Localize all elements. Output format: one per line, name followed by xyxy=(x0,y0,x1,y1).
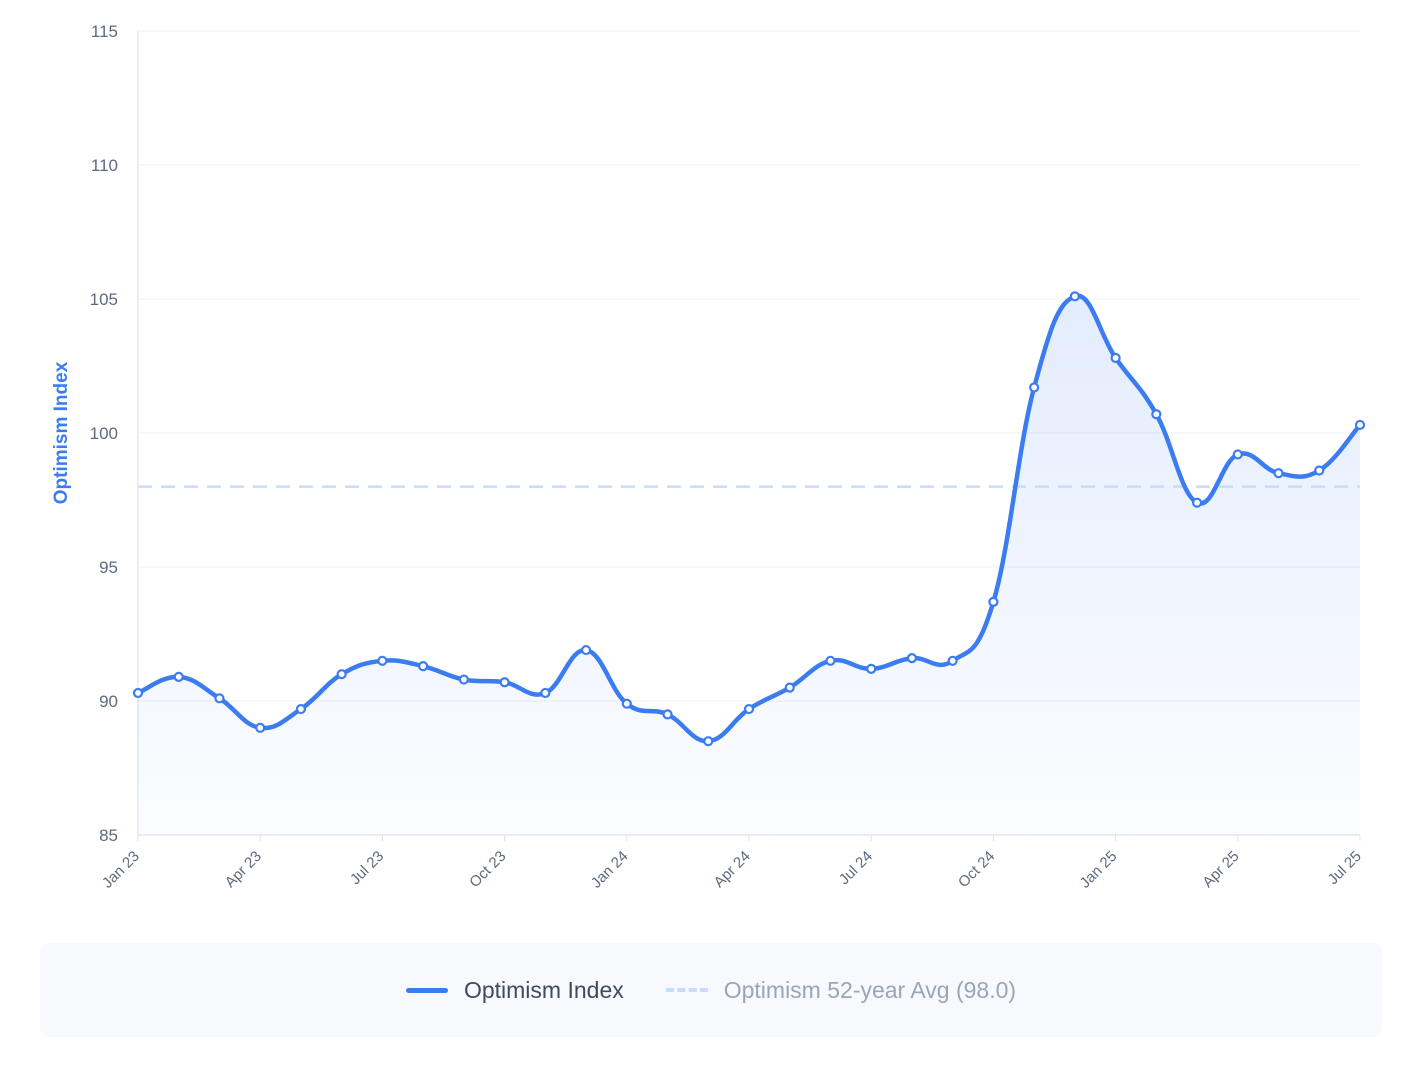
data-point[interactable] xyxy=(377,655,388,666)
data-point[interactable] xyxy=(906,653,918,664)
legend: Optimism Index Optimism 52-year Avg (98.… xyxy=(40,943,1382,1037)
x-tick-label: Oct 23 xyxy=(466,848,509,891)
data-point[interactable] xyxy=(1069,291,1080,302)
data-point[interactable] xyxy=(295,703,307,715)
x-tick-label: Jan 25 xyxy=(1077,848,1121,892)
y-tick-label: 100 xyxy=(90,424,118,443)
data-point[interactable] xyxy=(621,698,632,709)
legend-swatch-dashed-line xyxy=(665,988,708,992)
series-area-fill xyxy=(138,295,1360,835)
legend-label: Optimism 52-year Avg (98.0) xyxy=(723,977,1017,1003)
legend-swatch-solid-line xyxy=(405,987,448,993)
data-point[interactable] xyxy=(784,682,795,693)
y-axis-ticks: 115 110 105 100 95 90 85 xyxy=(90,22,118,845)
y-tick-label: 95 xyxy=(99,558,118,577)
x-tick-label: Jul 23 xyxy=(347,848,387,888)
data-point[interactable] xyxy=(1029,382,1040,393)
data-point[interactable] xyxy=(255,722,266,733)
data-point[interactable] xyxy=(214,693,225,704)
data-point[interactable] xyxy=(662,709,673,720)
data-point[interactable] xyxy=(1314,465,1325,476)
y-tick-label: 110 xyxy=(91,156,118,175)
data-point[interactable] xyxy=(988,596,999,607)
data-point[interactable] xyxy=(580,644,592,656)
x-tick-label: Apr 24 xyxy=(711,848,754,891)
data-point[interactable] xyxy=(173,671,184,682)
x-tick-label: Jan 24 xyxy=(588,848,632,892)
legend-label: Optimism Index xyxy=(463,977,624,1003)
data-point[interactable] xyxy=(1232,449,1243,460)
x-tick-label: Jan 23 xyxy=(99,848,143,892)
x-tick-label: Apr 25 xyxy=(1199,848,1242,891)
data-point[interactable] xyxy=(132,687,144,699)
x-axis-ticks: Jan 23 Apr 23 Jul 23 Oct 23 Jan 24 Apr 24 Jul … xyxy=(99,835,1365,892)
x-tick-label: Apr 23 xyxy=(222,848,265,891)
data-point[interactable] xyxy=(825,655,836,666)
x-tick-label: Jul 25 xyxy=(1325,848,1365,888)
y-tick-label: 90 xyxy=(99,692,118,711)
data-point[interactable] xyxy=(1354,419,1366,431)
data-point[interactable] xyxy=(743,703,755,715)
data-point[interactable] xyxy=(1151,409,1162,420)
data-point[interactable] xyxy=(336,669,347,680)
y-tick-label: 105 xyxy=(90,290,118,309)
y-tick-label: 115 xyxy=(91,22,118,41)
legend-item-52-year-avg[interactable]: Optimism 52-year Avg (98.0) xyxy=(665,976,1017,1004)
x-tick-label: Oct 24 xyxy=(955,848,998,891)
y-tick-label: 85 xyxy=(99,826,118,845)
data-point[interactable] xyxy=(866,663,877,674)
x-tick-label: Jul 24 xyxy=(836,848,876,888)
data-point[interactable] xyxy=(499,677,510,688)
data-point[interactable] xyxy=(1191,497,1203,508)
data-point[interactable] xyxy=(540,687,551,699)
data-point[interactable] xyxy=(1273,468,1284,479)
series-points xyxy=(132,291,1366,747)
y-axis-title: Optimism Index xyxy=(51,361,72,504)
legend-item-optimism-index[interactable]: Optimism Index xyxy=(405,976,624,1004)
data-point[interactable] xyxy=(1110,352,1121,364)
data-point[interactable] xyxy=(947,655,958,666)
data-point[interactable] xyxy=(418,661,429,672)
data-point[interactable] xyxy=(458,674,469,685)
data-point[interactable] xyxy=(703,736,714,747)
